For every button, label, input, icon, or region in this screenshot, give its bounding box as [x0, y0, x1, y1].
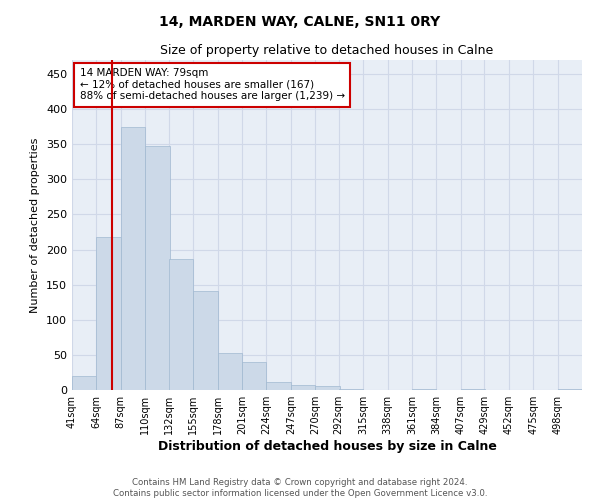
Bar: [316, 386, 340, 390]
Bar: [557, 388, 582, 390]
Bar: [97, 237, 121, 390]
Bar: [338, 388, 363, 390]
Bar: [291, 385, 316, 390]
Bar: [72, 376, 97, 390]
Text: Contains HM Land Registry data © Crown copyright and database right 2024.
Contai: Contains HM Land Registry data © Crown c…: [113, 478, 487, 498]
Bar: [145, 146, 170, 390]
Bar: [242, 362, 266, 390]
Y-axis label: Number of detached properties: Number of detached properties: [31, 138, 40, 312]
Bar: [266, 382, 291, 390]
Bar: [121, 126, 145, 390]
Bar: [218, 354, 242, 390]
X-axis label: Distribution of detached houses by size in Calne: Distribution of detached houses by size …: [158, 440, 496, 453]
Bar: [169, 258, 193, 390]
Title: Size of property relative to detached houses in Calne: Size of property relative to detached ho…: [160, 44, 494, 58]
Text: 14, MARDEN WAY, CALNE, SN11 0RY: 14, MARDEN WAY, CALNE, SN11 0RY: [160, 15, 440, 29]
Bar: [193, 291, 218, 390]
Text: 14 MARDEN WAY: 79sqm
← 12% of detached houses are smaller (167)
88% of semi-deta: 14 MARDEN WAY: 79sqm ← 12% of detached h…: [80, 68, 345, 102]
